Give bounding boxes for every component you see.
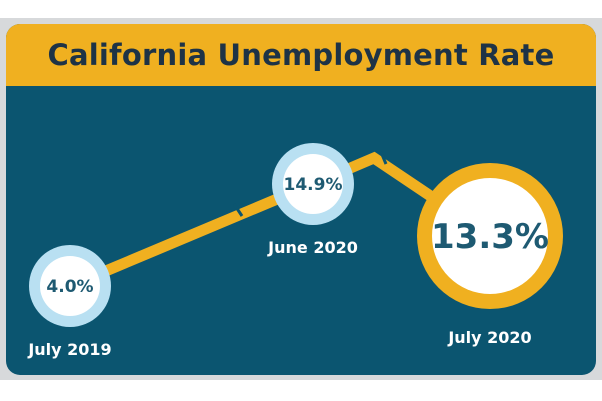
data-point-1-face [40, 256, 100, 316]
data-point-1: 4.0% [29, 245, 111, 327]
data-points-layer: 4.0% 14.9% 13.3% July 2019 June 2020 July 202… [27, 143, 563, 359]
trend-segment-1-gap [232, 203, 244, 217]
chart-canvas: 4.0% 14.9% 13.3% July 2019 June 2020 July 202… [27, 143, 563, 359]
chart-card: 4.0% 14.9% 13.3% July 2019 June 2020 July 202… [6, 24, 596, 375]
trend-segment-1 [67, 178, 316, 292]
data-point-2-face [283, 154, 343, 214]
category-label-3: July 2020 [447, 328, 531, 347]
value-label-1: 4.0% [46, 277, 93, 297]
data-point-2: 14.9% [272, 143, 354, 225]
title-bar: California Unemployment Rate [6, 24, 596, 86]
category-label-1: July 2019 [27, 340, 111, 359]
chart-title: California Unemployment Rate [47, 38, 555, 72]
data-point-3: 13.3% [417, 163, 563, 309]
category-label-2: June 2020 [267, 238, 358, 257]
value-label-3: 13.3% [431, 217, 549, 257]
trend-segment-2-gap [379, 151, 388, 165]
value-label-2: 14.9% [284, 175, 343, 195]
data-point-3-face [432, 178, 548, 294]
